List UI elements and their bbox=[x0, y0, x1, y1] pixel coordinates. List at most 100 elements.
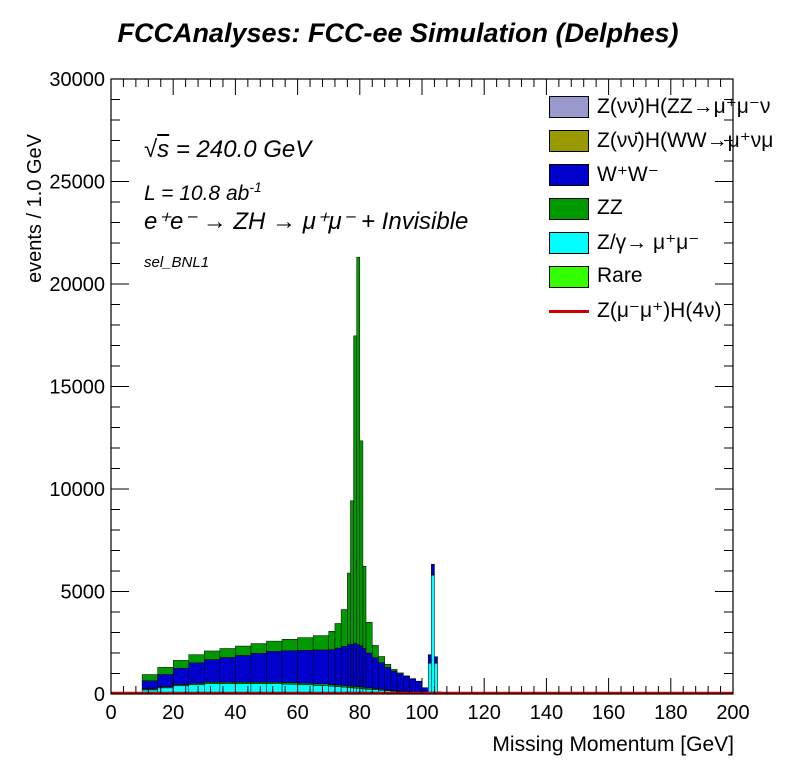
bar-series3-bin6 bbox=[235, 645, 252, 656]
bar-series3-bin26 bbox=[396, 672, 404, 674]
bar-series2-bin23 bbox=[378, 662, 385, 690]
bar-series3-bin11 bbox=[312, 635, 329, 651]
bar-series3-bin3 bbox=[188, 654, 205, 664]
sqrt-s-value: = 240.0 GeV bbox=[175, 136, 312, 163]
bar-series0-bin32 bbox=[431, 574, 435, 695]
chart-title: FCCAnalyses: FCC-ee Simulation (Delphes) bbox=[117, 18, 679, 48]
x-tick-label-200: 200 bbox=[716, 702, 749, 724]
bar-series3-bin12 bbox=[328, 631, 336, 650]
bar-series2-bin27 bbox=[403, 676, 410, 692]
bar-series2-bin33 bbox=[434, 656, 438, 664]
selection-annotation: sel_BNL1 bbox=[144, 254, 210, 271]
legend-swatch-2 bbox=[549, 164, 589, 186]
x-tick-label-120: 120 bbox=[468, 702, 501, 724]
bar-series3-bin23 bbox=[378, 656, 385, 663]
legend-label-4: Z/γ→ μ⁺μ⁻ bbox=[597, 231, 700, 254]
legend-swatch-4 bbox=[549, 232, 589, 254]
legend-label-0: Z(νν̄)H(ZZ→μ⁺μ⁻ν bbox=[597, 95, 771, 118]
bar-series3-bin19 bbox=[359, 440, 364, 647]
bar-series3-bin8 bbox=[266, 640, 283, 652]
bar-series2-bin0 bbox=[141, 680, 158, 690]
legend-label-3: ZZ bbox=[597, 196, 623, 219]
bar-series3-bin14 bbox=[340, 609, 348, 647]
bar-series2-bin16 bbox=[350, 643, 354, 687]
bar-series2-bin25 bbox=[390, 670, 398, 691]
legend-label-6: Z(μ⁻μ⁺)H(4ν) bbox=[597, 299, 722, 322]
y-tick-label-25000: 25000 bbox=[49, 172, 105, 194]
bar-series2-bin30 bbox=[421, 687, 429, 692]
bar-series2-bin1 bbox=[157, 674, 174, 688]
bar-series2-bin21 bbox=[365, 652, 373, 689]
bar-series3-bin15 bbox=[347, 572, 351, 646]
bar-series2-bin17 bbox=[353, 643, 357, 687]
legend-label-5: Rare bbox=[597, 264, 643, 287]
bar-series3-bin9 bbox=[281, 639, 298, 651]
legend-swatch-3 bbox=[549, 198, 589, 220]
lumi-value: L = 10.8 ab bbox=[144, 182, 250, 205]
bar-series2-bin14 bbox=[340, 646, 348, 686]
bar-series2-bin12 bbox=[328, 649, 336, 685]
bar-series3-bin13 bbox=[334, 623, 342, 649]
bar-series2-bin4 bbox=[204, 659, 221, 683]
bar-series3-bin21 bbox=[365, 622, 373, 654]
x-tick-label-20: 20 bbox=[162, 702, 184, 724]
bar-series2-bin20 bbox=[362, 648, 367, 688]
bar-series2-bin7 bbox=[250, 653, 267, 683]
x-tick-label-60: 60 bbox=[286, 702, 308, 724]
x-tick-label-80: 80 bbox=[349, 702, 371, 724]
process-annotation: e⁺e⁻ → ZH → μ⁺μ⁻ + Invisible bbox=[144, 208, 469, 235]
bar-series2-bin24 bbox=[384, 667, 392, 691]
bar-series2-bin13 bbox=[334, 647, 342, 686]
bar-series3-bin17 bbox=[353, 335, 357, 644]
bar-series3-bin7 bbox=[250, 643, 267, 654]
bar-series3-bin4 bbox=[204, 650, 221, 660]
x-tick-label-140: 140 bbox=[530, 702, 563, 724]
bar-series2-bin22 bbox=[371, 657, 379, 689]
bar-series2-bin26 bbox=[396, 673, 404, 692]
y-tick-label-0: 0 bbox=[94, 684, 105, 706]
bar-series2-bin15 bbox=[347, 644, 351, 687]
y-tick-label-20000: 20000 bbox=[49, 274, 105, 296]
bar-series3-bin22 bbox=[371, 645, 379, 658]
lumi-exponent: -1 bbox=[249, 179, 262, 195]
x-tick-label-0: 0 bbox=[105, 702, 116, 724]
x-axis-label: Missing Momentum [GeV] bbox=[492, 733, 734, 756]
bar-series3-bin25 bbox=[390, 669, 398, 672]
legend-label-2: W⁺W⁻ bbox=[597, 163, 659, 186]
bar-series2-bin28 bbox=[409, 678, 417, 693]
x-tick-label-40: 40 bbox=[224, 702, 246, 724]
bar-series0-bin31 bbox=[427, 663, 432, 695]
bar-series2-bin2 bbox=[172, 667, 189, 685]
y-tick-label-30000: 30000 bbox=[49, 69, 105, 91]
x-tick-label-180: 180 bbox=[654, 702, 687, 724]
bar-series3-bin16 bbox=[350, 500, 354, 645]
bar-series3-bin0 bbox=[141, 674, 158, 681]
legend-swatch-1 bbox=[549, 130, 589, 152]
bar-series2-bin9 bbox=[281, 650, 298, 683]
legend-label-1: Z(νν̄)H(WW→μ⁺νμ bbox=[597, 129, 774, 152]
legend-swatch-0 bbox=[549, 96, 589, 118]
bar-series2-bin3 bbox=[188, 662, 205, 684]
legend-swatch-5 bbox=[549, 266, 589, 288]
bar-series2-bin5 bbox=[219, 657, 236, 683]
x-tick-label-160: 160 bbox=[592, 702, 625, 724]
bar-series3-bin2 bbox=[172, 660, 189, 669]
y-tick-label-5000: 5000 bbox=[61, 582, 106, 604]
bar-series3-bin5 bbox=[219, 648, 236, 658]
bar-series3-bin20 bbox=[362, 566, 367, 649]
bar-series2-bin8 bbox=[266, 651, 283, 683]
bar-series2-bin32 bbox=[431, 563, 435, 575]
sqrt-s-var: s bbox=[157, 136, 170, 163]
sqrt-s-annotation: √s = 240.0 GeV bbox=[144, 136, 311, 164]
x-tick-label-100: 100 bbox=[405, 702, 438, 724]
bar-series2-bin6 bbox=[235, 655, 252, 683]
bar-series3-bin18 bbox=[356, 256, 361, 645]
bar-series2-bin11 bbox=[312, 649, 329, 684]
sqrt-symbol: √ bbox=[144, 136, 158, 163]
y-tick-label-10000: 10000 bbox=[49, 479, 105, 501]
bar-series2-bin29 bbox=[415, 681, 423, 693]
y-axis-label: events / 1.0 GeV bbox=[24, 134, 46, 283]
y-tick-label-15000: 15000 bbox=[49, 377, 105, 399]
bar-series2-bin10 bbox=[297, 650, 314, 684]
